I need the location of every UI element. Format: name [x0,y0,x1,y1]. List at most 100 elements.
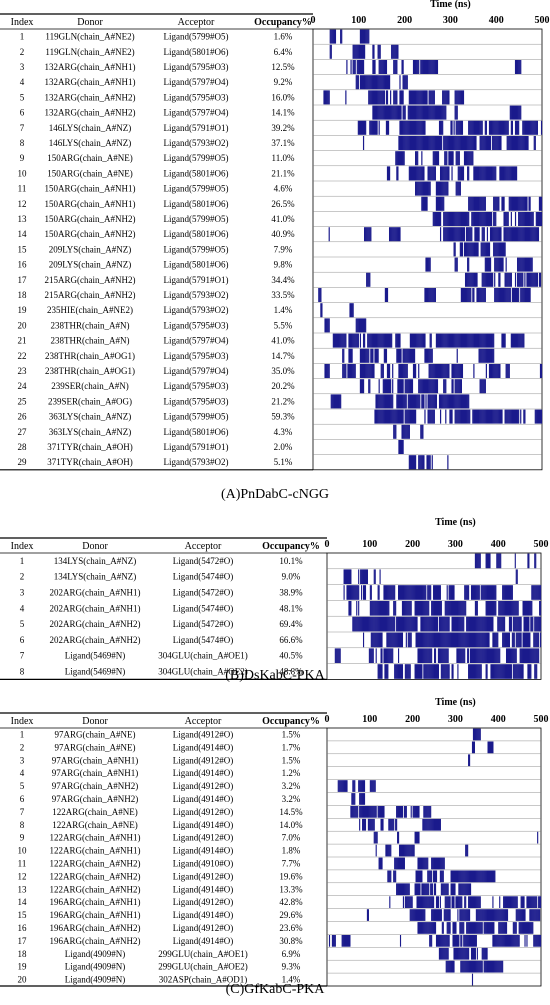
panel-b-row-7-hbond-mark [468,648,470,663]
panel-a-row-15-hbond-mark [476,242,478,257]
panel-a-row-10-hbond-mark [429,166,431,181]
panel-a-row-21-hbond-mark [344,333,346,348]
panel-c-row-12-hbond-mark [477,870,479,883]
panel-c-row-19-hbond-mark [474,960,476,973]
panel-a-row-26-hbond-mark [507,409,509,424]
panel-c-row-17-hbond-mark [533,935,535,947]
panel-b-row-4-hbond-mark [508,601,511,616]
panel-a-row-26-hbond-series [374,409,543,424]
panel-a-row-3-hbond-mark [381,60,383,74]
panel-c-row-17-hbond-mark [516,935,518,947]
panel-b-row-6-hbond-mark [458,632,460,648]
panel-a-row-3-occupancy: 12.5% [271,62,295,72]
panel-a-row-26-hbond-mark [391,409,393,424]
panel-a-row-3-hbond-mark [434,60,436,74]
panel-b-row-4-hbond-mark [451,601,453,616]
panel-b-row-8-hbond-mark [431,664,433,679]
panel-a-row-11-hbond-mark [444,181,446,196]
panel-c-row-14-hbond-mark [538,896,540,908]
panel-a-row-26-hbond-mark [385,409,388,424]
panel-c-row-10-hbond-mark [411,844,413,857]
panel-c-row-5-hbond-mark [353,780,355,792]
panel-b-row-6-hbond-mark [445,632,447,648]
panel-a-row-22-acceptor: Ligand(5795#O3) [164,351,229,361]
panel-c-row-17-hbond-mark [349,935,351,947]
panel-b-row-4-hbond-mark [458,601,460,616]
panel-a-row-7-hbond-mark [453,120,455,135]
panel-c-row-15-hbond-mark [487,909,489,921]
panel-b-row-8-hbond-mark [469,664,472,679]
panel-b-row-5-hbond-mark [473,616,476,632]
panel-b-row-6-hbond-mark [390,632,392,648]
panel-c-header-donor: Donor [82,716,108,727]
panel-a-row-8-hbond-mark [506,136,508,150]
panel-a-row-2-hbond-mark [394,44,396,59]
panel-a-row-21-hbond-mark [437,333,440,348]
panel-a-row-1-hbond-mark [368,29,370,44]
panel-a-row-14-hbond-mark [471,227,473,242]
panel-a-row-20-hbond-mark [328,318,330,333]
panel-a-row-6-hbond-mark [433,105,435,120]
panel-b-row-3-hbond-mark [435,585,438,600]
panel-a-row-21-hbond-mark [435,333,438,348]
panel-a-row-5-hbond-mark [402,90,404,105]
panel-b-row-5-hbond-mark [517,616,519,632]
panel-a-row-8-hbond-mark [534,136,536,150]
panel-c-row-12-hbond-series [387,870,496,883]
panel-a-row-3-hbond-mark [412,60,415,74]
panel-c-row-11-hbond-mark [378,857,380,870]
panel-b-row-7-hbond-mark [335,648,337,663]
panel-c-row-19-index: 19 [18,962,28,972]
panel-b-row-5-hbond-mark [380,616,382,632]
panel-c-row-16-hbond-mark [448,922,450,934]
panel-a-row-23-hbond-mark [473,364,475,378]
panel-a-row-15-hbond-mark [501,242,503,257]
panel-c-row-15-hbond-mark [436,909,439,921]
panel-b-row-5-hbond-mark [365,616,368,632]
panel-a-row-19-hbond-mark [351,303,353,318]
panel-a-row-26-hbond-mark [505,409,507,424]
panel-c-row-8-hbond-mark [362,818,364,831]
panel-c-row-7-hbond-mark [396,806,398,818]
panel-b-row-5-hbond-mark [478,616,480,632]
panel-c-row-13-hbond-mark [396,883,398,896]
panel-b-row-8-hbond-mark [530,664,532,679]
panel-a-row-7-hbond-mark [400,120,402,135]
panel-c-row-7-occupancy: 14.5% [279,807,303,817]
panel-c-row-19-hbond-mark [492,960,494,973]
panel-c-row-1-hbond-mark [474,728,476,741]
panel-c-row-5-hbond-mark [340,780,342,792]
panel-b-row-8-hbond-mark [425,664,427,679]
panel-a-row-24-hbond-mark [483,379,485,394]
panel-c-row-8-hbond-mark [367,818,369,831]
panel-a-row-26-hbond-mark [460,409,462,424]
panel-c-row-14-hbond-mark [423,896,425,908]
panel-c-row-19-hbond-mark [449,960,451,973]
panel-b-row-6-hbond-mark [534,632,536,648]
panel-b-row-6-hbond-mark [507,632,510,648]
panel-a-row-9-hbond-mark [472,151,474,166]
panel-a-row-9-hbond-mark [399,151,401,166]
panel-a-row-10-hbond-mark [506,166,508,181]
panel-b-row-3-hbond-mark [470,585,473,600]
panel-a-row-6-hbond-mark [413,105,416,120]
panel-b-row-3-hbond-mark [483,585,485,600]
panel-a-row-3-hbond-mark [358,60,360,74]
panel-a-row-4-hbond-mark [377,75,379,90]
panel-c-row-10-index: 10 [18,846,28,856]
panel-a-row-10-hbond-mark [409,166,411,181]
panel-c-row-14-hbond-mark [536,896,538,908]
panel-c-row-12-hbond-mark [469,870,472,883]
panel-a-row-11-hbond-mark [416,181,418,196]
panel-a-row-21-hbond-mark [483,333,485,348]
panel-b-row-7-hbond-mark [527,648,529,663]
panel-a-row-5-hbond-mark [396,90,398,105]
panel-b-row-3-hbond-mark [506,585,509,600]
panel-a-row-6-hbond-mark [512,105,515,120]
panel-c-row-16-hbond-mark [472,922,475,934]
panel-b-row-3-hbond-mark [472,585,475,600]
panel-c-row-10-hbond-mark [388,844,390,857]
panel-c-row-15-hbond-mark [424,909,426,921]
panel-c-row-12-hbond-mark [387,870,389,883]
panel-a-row-26-hbond-mark [463,409,466,424]
